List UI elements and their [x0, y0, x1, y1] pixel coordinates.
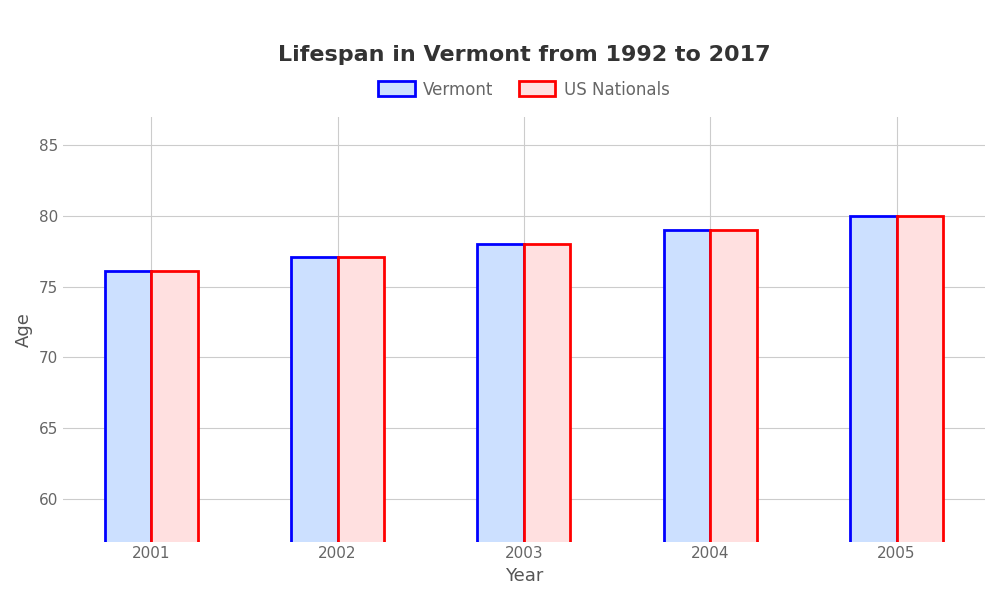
Bar: [664, 230, 710, 600]
Bar: [338, 257, 384, 600]
Bar: [105, 271, 151, 600]
Legend: Vermont, US Nationals: Vermont, US Nationals: [372, 74, 676, 105]
Bar: [897, 216, 943, 600]
Bar: [291, 257, 338, 600]
Bar: [524, 244, 570, 600]
Bar: [477, 244, 524, 600]
Bar: [850, 216, 897, 600]
X-axis label: Year: Year: [505, 567, 543, 585]
Y-axis label: Age: Age: [15, 311, 33, 347]
Bar: [710, 230, 757, 600]
Title: Lifespan in Vermont from 1992 to 2017: Lifespan in Vermont from 1992 to 2017: [278, 45, 770, 65]
Bar: [151, 271, 198, 600]
